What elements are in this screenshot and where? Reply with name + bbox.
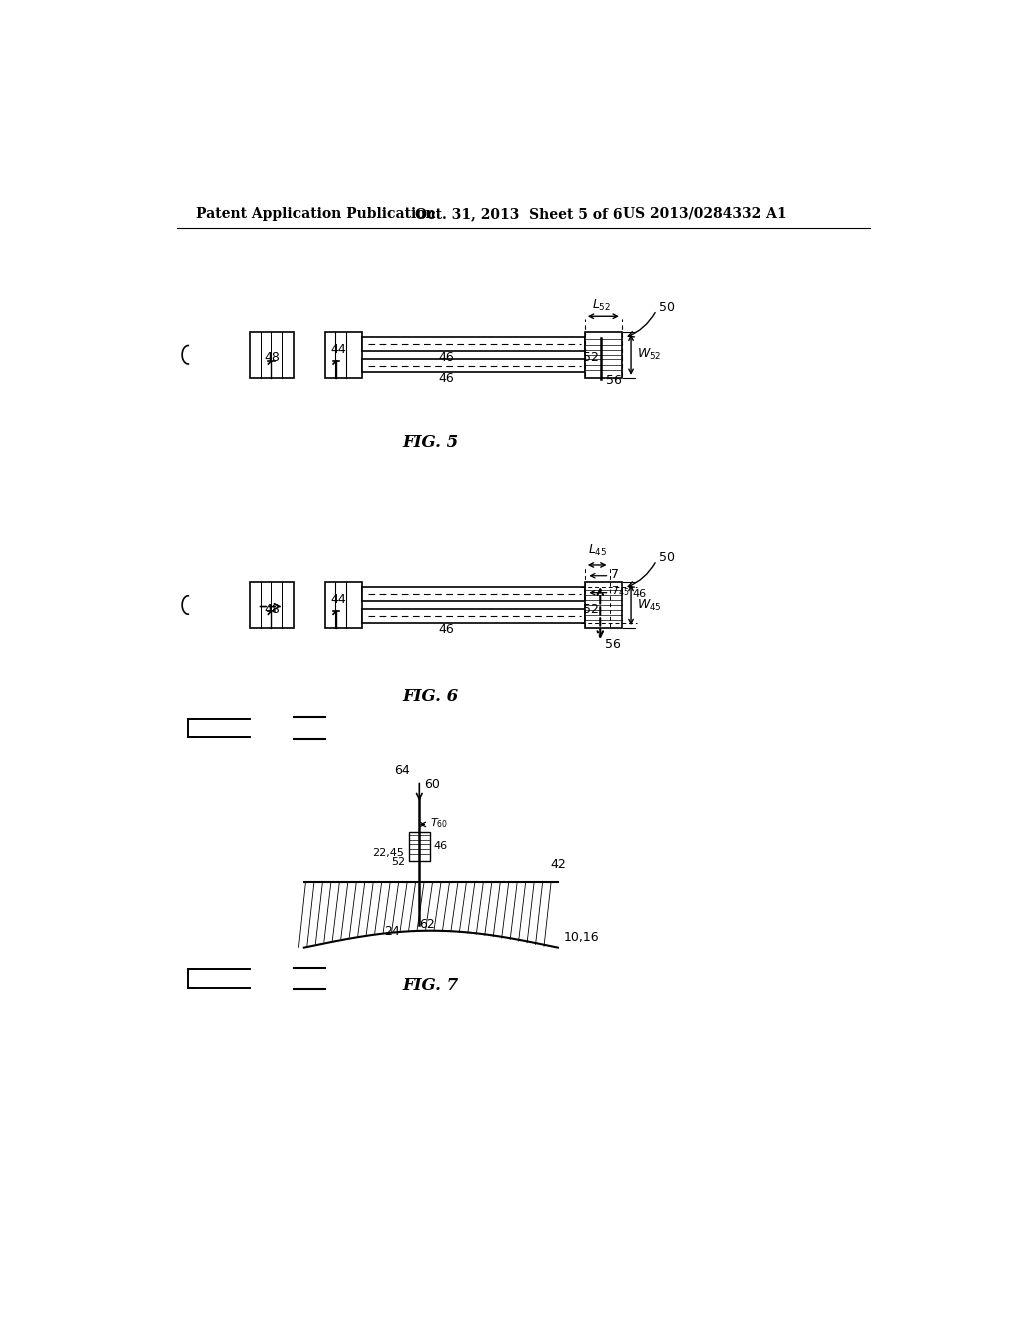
- Text: 62: 62: [419, 919, 435, 932]
- Text: 22,45: 22,45: [372, 847, 403, 858]
- Text: 46: 46: [438, 372, 454, 385]
- Bar: [585, 331, 622, 378]
- Text: 48: 48: [264, 603, 280, 615]
- Text: FIG. 5: FIG. 5: [402, 434, 459, 451]
- Text: 52: 52: [583, 351, 599, 364]
- Text: Oct. 31, 2013  Sheet 5 of 6: Oct. 31, 2013 Sheet 5 of 6: [416, 207, 623, 220]
- Text: 42: 42: [550, 858, 566, 871]
- Text: $L_{45}$: $L_{45}$: [588, 544, 607, 558]
- Text: FIG. 7: FIG. 7: [402, 977, 459, 994]
- Bar: [250, 331, 294, 378]
- Bar: [361, 587, 585, 601]
- Text: $L_{52}$: $L_{52}$: [592, 298, 611, 313]
- Bar: [325, 331, 361, 378]
- Text: 44: 44: [331, 594, 346, 606]
- Bar: [361, 359, 585, 372]
- Bar: [585, 582, 622, 628]
- Text: Patent Application Publication: Patent Application Publication: [196, 207, 435, 220]
- Text: US 2013/0284332 A1: US 2013/0284332 A1: [624, 207, 787, 220]
- Text: $W_{52}$: $W_{52}$: [637, 347, 662, 362]
- Text: 7: 7: [611, 568, 620, 581]
- Text: 24: 24: [384, 924, 400, 937]
- Text: 46: 46: [438, 351, 454, 364]
- Text: 52: 52: [391, 857, 406, 867]
- Bar: [250, 582, 294, 628]
- Text: 64: 64: [394, 764, 410, 777]
- Text: 56: 56: [605, 374, 622, 387]
- Text: 60: 60: [424, 779, 439, 791]
- Text: $T_{60}$: $T_{60}$: [430, 816, 449, 830]
- Text: 46: 46: [438, 623, 454, 636]
- Text: 52: 52: [583, 603, 599, 615]
- Bar: [361, 609, 585, 623]
- Text: 50: 50: [658, 550, 675, 564]
- Text: 46: 46: [433, 841, 447, 851]
- Text: FIG. 6: FIG. 6: [402, 688, 459, 705]
- Text: $7_{45}$: $7_{45}$: [611, 585, 630, 598]
- Bar: [325, 582, 361, 628]
- Text: 46: 46: [633, 589, 647, 599]
- Text: 48: 48: [264, 351, 280, 364]
- Text: 56: 56: [605, 638, 621, 651]
- Text: 50: 50: [658, 301, 675, 314]
- Text: 10,16: 10,16: [564, 932, 600, 945]
- Text: $W_{45}$: $W_{45}$: [637, 598, 662, 612]
- Bar: [409, 832, 430, 861]
- Bar: [361, 337, 585, 351]
- Text: 44: 44: [331, 343, 346, 356]
